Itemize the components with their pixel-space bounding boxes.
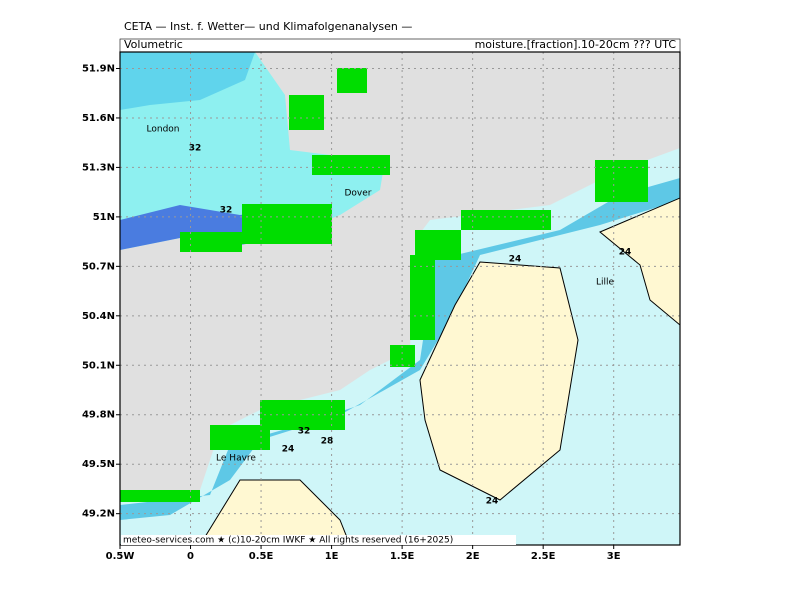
- x-tick-label: 0: [187, 551, 194, 562]
- y-tick-label: 51.3N: [82, 162, 115, 173]
- y-tick-label: 50.7N: [82, 261, 115, 272]
- y-tick-label: 51.9N: [82, 63, 115, 74]
- dry-region: [199, 479, 351, 545]
- x-tick-label: 0.5W: [106, 551, 135, 562]
- x-tick-label: 1E: [325, 551, 339, 562]
- left-label: Volumetric: [124, 38, 183, 51]
- england: [120, 52, 385, 250]
- x-tick-label: 1.5E: [390, 551, 415, 562]
- dry-region: [599, 197, 680, 326]
- contour-label: 24: [486, 497, 499, 507]
- contour-label: 32: [189, 144, 202, 154]
- x-tick-label: 2.5E: [531, 551, 556, 562]
- y-tick-label: 49.5N: [82, 459, 115, 470]
- x-tick-label: 3E: [607, 551, 621, 562]
- place-label: Lille: [596, 278, 615, 288]
- dry-region: [419, 261, 579, 501]
- y-tick-label: 51N: [93, 212, 115, 223]
- contour-label: 24: [619, 248, 632, 258]
- title: CETA — Inst. f. Wetter— und Klimafolgena…: [124, 20, 412, 33]
- y-tick-label: 51.6N: [82, 113, 115, 124]
- x-tick-label: 0.5E: [249, 551, 274, 562]
- map-area: meteo-services.com ★ (c)10-20cm IWKF ★ A…: [119, 51, 681, 546]
- right-label: moisture.[fraction].10-20cm ??? UTC: [475, 38, 677, 51]
- england-high: [120, 52, 255, 110]
- x-tick-label: 2E: [466, 551, 480, 562]
- place-label: Dover: [345, 189, 372, 199]
- contour-label: 24: [282, 445, 295, 455]
- coastal-cells: [120, 68, 648, 502]
- place-label: London: [147, 125, 180, 135]
- y-tick-label: 49.8N: [82, 410, 115, 421]
- contour-label: 24: [509, 255, 522, 265]
- footer-box: [121, 535, 516, 545]
- france-coast: [120, 178, 680, 520]
- contour-label: 28: [321, 437, 334, 447]
- contour-label: 32: [298, 427, 311, 437]
- contour-label: 32: [220, 206, 233, 216]
- y-tick-label: 49.2N: [82, 509, 115, 520]
- y-tick-label: 50.4N: [82, 311, 115, 322]
- place-label: Le Havre: [216, 454, 256, 464]
- footer: meteo-services.com ★ (c)10-20cm IWKF ★ A…: [123, 536, 453, 546]
- y-tick-label: 50.1N: [82, 360, 115, 371]
